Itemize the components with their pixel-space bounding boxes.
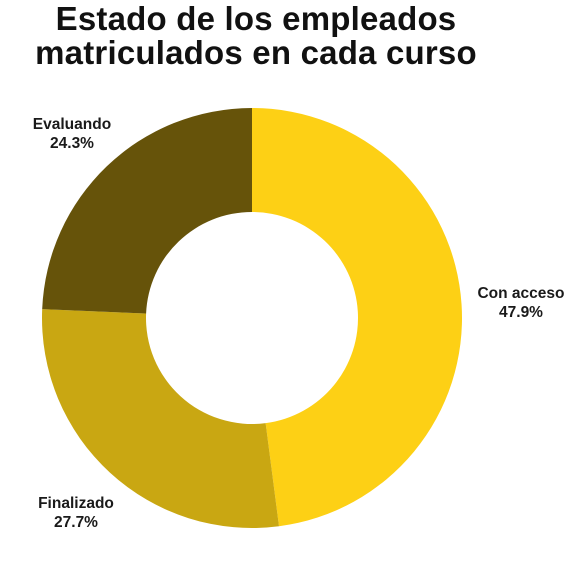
chart-title-line-2: matriculados en cada curso — [35, 34, 477, 71]
donut-slices — [42, 108, 463, 528]
slice-value-con-acceso: 47.9% — [499, 304, 543, 321]
chart-title-line-1: Estado de los empleados — [55, 0, 457, 37]
donut-slice-evaluando — [42, 108, 253, 314]
chart-title: Estado de los empleados matriculados en … — [0, 2, 512, 70]
donut-slice-con-acceso — [252, 108, 463, 527]
donut-labels: Con acceso 47.9% Finalizado 27.7% Evaluando 2… — [33, 116, 565, 531]
slice-value-evaluando: 24.3% — [50, 135, 94, 152]
slice-label-evaluando: Evaluando — [33, 116, 111, 133]
slice-label-finalizado: Finalizado — [38, 495, 114, 512]
slice-value-finalizado: 27.7% — [54, 514, 98, 531]
slice-label-con-acceso: Con acceso — [477, 285, 564, 302]
donut-slice-finalizado — [42, 309, 280, 528]
